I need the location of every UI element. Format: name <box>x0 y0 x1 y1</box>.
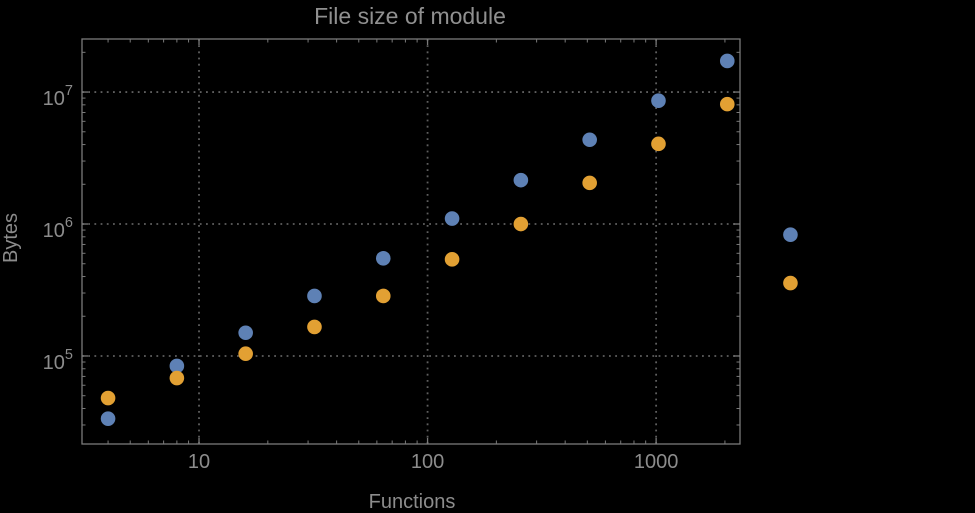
series-1-blue <box>100 53 798 426</box>
data-point <box>444 252 460 267</box>
data-point <box>100 411 116 426</box>
data-point <box>169 358 185 374</box>
axis-ticks <box>82 39 740 444</box>
y-tick-label: 105 <box>43 347 73 374</box>
x-tick-label: 1000 <box>634 451 679 473</box>
data-point <box>444 211 460 226</box>
series-2-orange <box>100 96 798 406</box>
data-point <box>783 275 798 291</box>
data-point <box>651 93 666 108</box>
y-tick-label: 106 <box>43 215 73 242</box>
data-point <box>375 250 391 266</box>
data-point <box>169 370 185 386</box>
x-tick-label: 100 <box>411 451 444 473</box>
data-point <box>719 96 735 112</box>
x-tick-label: 10 <box>188 451 210 473</box>
data-point <box>238 346 253 362</box>
y-axis-label: Bytes <box>0 212 22 264</box>
data-point <box>375 288 391 304</box>
data-point <box>238 325 253 341</box>
data-point <box>307 288 322 304</box>
data-point <box>307 319 322 335</box>
x-axis-label: Functions <box>368 491 456 513</box>
data-point <box>783 227 798 242</box>
data-point <box>582 132 597 148</box>
gridlines <box>82 39 740 444</box>
data-point <box>513 172 529 188</box>
data-point <box>513 216 529 232</box>
data-point <box>100 390 116 406</box>
data-point <box>651 136 666 152</box>
y-tick-label: 107 <box>43 83 73 110</box>
data-point <box>582 175 597 191</box>
data-point <box>719 53 735 69</box>
chart-title: File size of module <box>314 3 506 29</box>
plot-frame <box>81 38 741 445</box>
